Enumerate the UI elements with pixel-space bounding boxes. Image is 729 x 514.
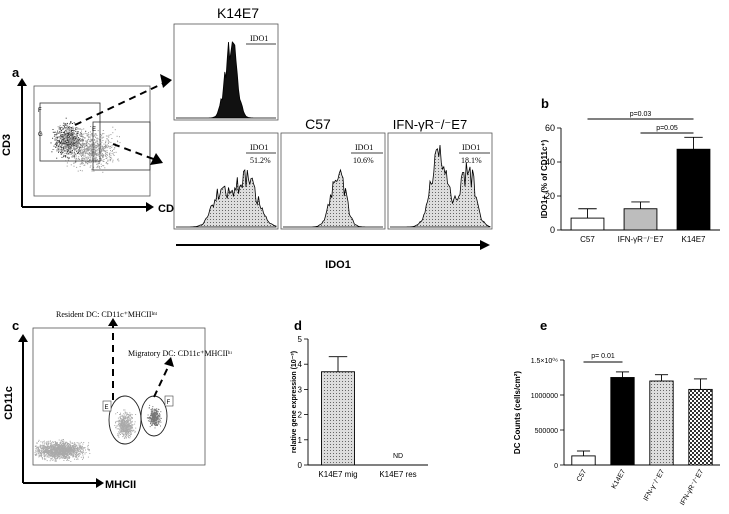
category-label: K14E7 <box>681 235 706 244</box>
y-axis-label: DC Counts (cells/cm²) <box>513 371 522 454</box>
panel-c-letter: c <box>12 318 19 333</box>
panel-a-dotplot: F G E CD3 CD11c <box>1 78 192 215</box>
significance-label: p= 0.01 <box>591 353 615 360</box>
category-label: K14E7 <box>611 468 628 490</box>
dotplot-events <box>50 117 121 173</box>
y-tick-label: 0 <box>550 225 555 235</box>
y-tick-label: 0 <box>298 461 303 470</box>
gate-label-e: E <box>105 405 109 411</box>
gate-arrow-top <box>74 81 167 126</box>
bar <box>623 208 658 231</box>
gate-label-e: E <box>92 127 96 133</box>
bar <box>688 388 713 466</box>
histogram-ifngr: IDO1 18.1% <box>387 132 493 230</box>
gate-label-g: G <box>38 132 43 138</box>
dotplot-ylabel: CD11c <box>3 386 15 420</box>
histogram-c57: IDO1 10.6% <box>280 132 386 230</box>
percent-k14e7: 51.2% <box>250 156 271 165</box>
y-tick-label: 1000000 <box>531 393 558 400</box>
y-tick-label: 0 <box>554 463 558 470</box>
category-label: K14E7 mig <box>318 470 357 479</box>
percent-ifngr: 18.1% <box>461 156 482 165</box>
bar <box>676 148 711 231</box>
y-tick-label: 3 <box>298 385 303 394</box>
dotplot-ylabel: CD3 <box>1 134 13 156</box>
marker-label: IDO1 <box>250 34 268 43</box>
migratory-arrow <box>153 364 170 398</box>
panel-d-letter: d <box>294 318 302 333</box>
chart-e: 0 500000 1000000 1.5×10⁰⁶ C57 K14E7 IFN-γ⁻/⁻E7… <box>513 353 720 507</box>
y-tick-label: 40 <box>545 157 555 167</box>
category-label: IFN-γ⁻/⁻E7 <box>643 468 667 502</box>
y-axis-label: IDO1+ (% of CD11c⁺) <box>540 139 549 218</box>
panel-e-letter: e <box>540 318 547 333</box>
y-tick-label: 500000 <box>535 428 558 435</box>
hist-title-k14e7: K14E7 <box>217 5 259 21</box>
y-tick-label: 20 <box>545 191 555 201</box>
y-tick-label: 5 <box>298 335 303 344</box>
y-axis-label: relative gene expression (10⁻³) <box>291 351 298 453</box>
percent-c57: 10.6% <box>353 156 374 165</box>
nd-label: ND <box>393 453 403 460</box>
significance-label: p=0.03 <box>630 111 652 118</box>
bar <box>571 455 596 466</box>
panel-a-letter: a <box>12 65 20 80</box>
category-label: IFN-γR⁻/⁻E7 <box>618 235 664 244</box>
y-tick-label: 1.5×10⁰⁶ <box>531 357 558 365</box>
bar <box>610 377 635 466</box>
category-label: C57 <box>576 468 589 483</box>
bar <box>649 380 674 466</box>
y-tick-label: 4 <box>298 360 303 369</box>
panel-c-dotplot: E F CD11c MHCII Resident DC: CD11c⁺MHCII… <box>3 310 232 491</box>
migratory-dc-label: Migratory DC: CD11c⁺MHCIIʰᶦ <box>128 349 232 358</box>
category-label: C57 <box>580 235 595 244</box>
gate-e <box>92 121 151 171</box>
gate-label-f: F <box>167 400 171 406</box>
category-label: K14E7 res <box>379 470 416 479</box>
y-tick-label: 1 <box>298 436 303 445</box>
gate-label-f: F <box>38 108 42 114</box>
chart-b: 0 20 40 60 C57 IFN-γR⁻/⁻E7 K14E7 IDO1+ (% of CD… <box>540 111 720 244</box>
y-tick-label: 60 <box>545 123 555 133</box>
dotplot-events <box>34 404 162 462</box>
resident-dc-label: Resident DC: CD11c⁺MHCIIᴵⁿᵗ <box>56 310 158 319</box>
chart-d: 0 1 2 3 4 5 K14E7 mig K14E7 res relative gene ex… <box>291 335 428 479</box>
bar <box>570 217 605 231</box>
marker-label: IDO1 <box>250 143 268 152</box>
significance-label: p=0.05 <box>656 125 678 132</box>
ido1-axis-label: IDO1 <box>325 259 351 271</box>
panel-b-letter: b <box>541 96 549 111</box>
histogram-k14e7-top: IDO1 <box>173 23 279 121</box>
y-tick-label: 2 <box>298 411 303 420</box>
hist-title-c57: C57 <box>305 116 331 132</box>
marker-label: IDO1 <box>355 143 373 152</box>
dotplot-xlabel: MHCII <box>105 479 136 491</box>
marker-label: IDO1 <box>462 143 480 152</box>
histogram-k14e7: IDO1 51.2% <box>173 132 279 230</box>
hist-title-ifn: IFN-γR⁻/⁻E7 <box>393 117 467 132</box>
gate-f <box>39 102 101 162</box>
category-label: IFN-γR⁻/⁻E7 <box>679 468 705 506</box>
bar <box>321 371 355 466</box>
gate-arrow-bottom <box>112 143 157 161</box>
